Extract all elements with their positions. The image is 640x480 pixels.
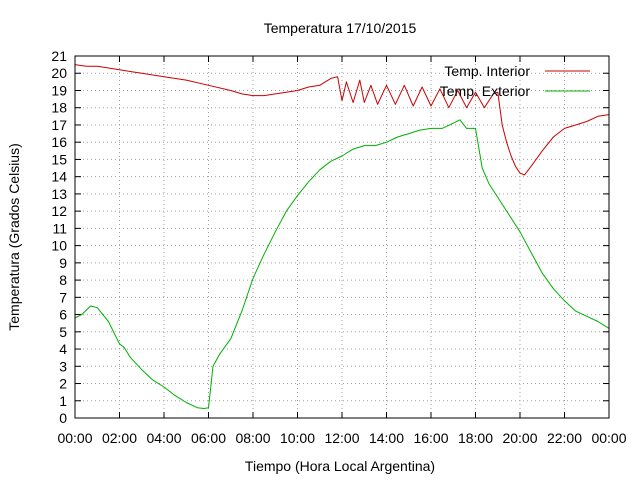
- series-line-1: [74, 64, 610, 176]
- y-tick-label: 4: [59, 341, 67, 357]
- x-tick-label: 06:00: [191, 430, 226, 446]
- y-tick-label: 12: [51, 203, 67, 219]
- y-tick-label: 0: [59, 410, 67, 426]
- x-tick-label: 16:00: [413, 430, 448, 446]
- y-tick-label: 19: [51, 82, 67, 98]
- grid-lines: [75, 56, 609, 418]
- x-tick-label: 08:00: [235, 430, 270, 446]
- legend-label: Temp. Exterior: [440, 83, 531, 99]
- y-tick-label: 13: [51, 186, 67, 202]
- legend: Temp. Interior Temp. Exterior: [440, 63, 590, 99]
- y-axis-title: Temperatura (Grados Celsius): [6, 143, 22, 331]
- y-tick-label: 17: [51, 117, 67, 133]
- chart-title: Temperatura 17/10/2015: [264, 20, 417, 36]
- y-tick-label: 20: [51, 65, 67, 81]
- y-tick-label: 21: [51, 48, 67, 64]
- series-line-2: [74, 119, 610, 409]
- x-tick-label: 00:00: [57, 430, 92, 446]
- y-tick-label: 18: [51, 100, 67, 116]
- y-tick-label: 16: [51, 134, 67, 150]
- y-tick-label: 7: [59, 289, 67, 305]
- x-tick-label: 22:00: [547, 430, 582, 446]
- x-axis-ticks: 00:00 02:00 04:00 06:00 08:00 10:00 12:00 14:00…: [57, 56, 627, 446]
- x-tick-label: 18:00: [458, 430, 493, 446]
- y-tick-label: 5: [59, 324, 67, 340]
- x-tick-label: 12:00: [324, 430, 359, 446]
- series-lines: [74, 64, 610, 409]
- y-tick-label: 14: [51, 169, 67, 185]
- y-tick-label: 15: [51, 151, 67, 167]
- y-tick-label: 9: [59, 255, 67, 271]
- y-tick-label: 8: [59, 272, 67, 288]
- plot-frame: [74, 55, 610, 419]
- x-tick-label: 20:00: [502, 430, 537, 446]
- x-tick-label: 02:00: [102, 430, 137, 446]
- x-tick-label: 04:00: [146, 430, 181, 446]
- y-tick-label: 1: [59, 393, 67, 409]
- x-tick-label: 14:00: [369, 430, 404, 446]
- legend-label: Temp. Interior: [444, 63, 530, 79]
- y-tick-label: 10: [51, 238, 67, 254]
- y-tick-label: 6: [59, 307, 67, 323]
- x-tick-label: 10:00: [280, 430, 315, 446]
- y-tick-label: 3: [59, 358, 67, 374]
- x-axis-title: Tiempo (Hora Local Argentina): [245, 458, 435, 474]
- y-tick-label: 11: [52, 220, 67, 236]
- y-tick-label: 2: [59, 376, 67, 392]
- x-tick-label: 00:00: [591, 430, 626, 446]
